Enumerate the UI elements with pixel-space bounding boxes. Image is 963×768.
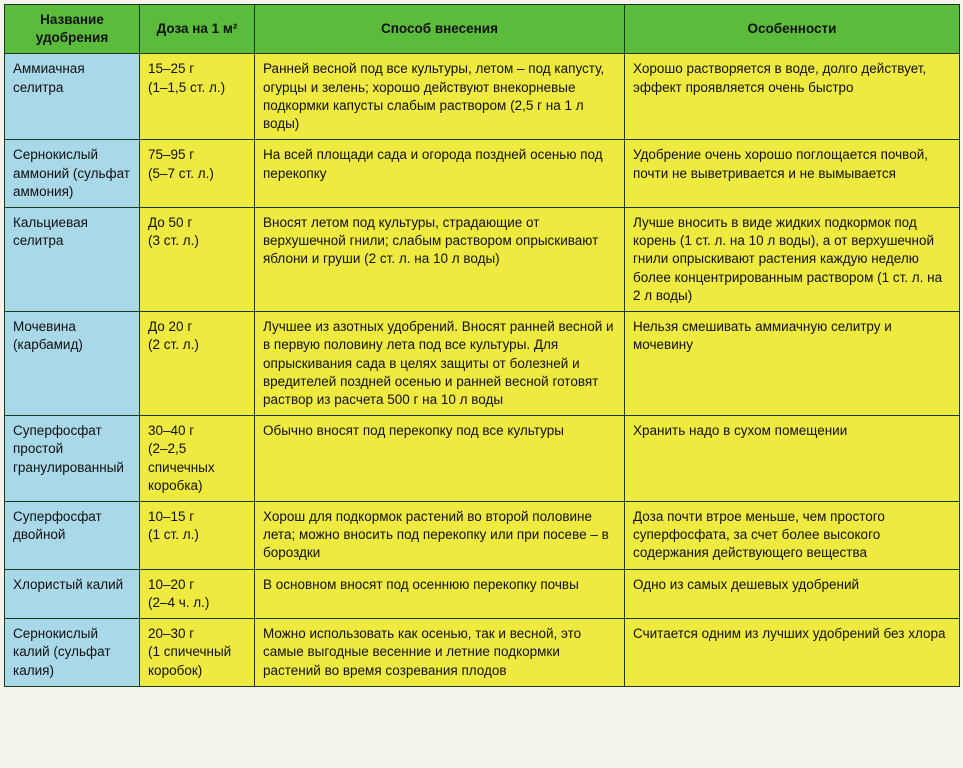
notes-cell: Хорошо растворяется в воде, долго действ… [625,54,960,140]
fertilizer-table: Название удобрения Доза на 1 м² Способ в… [4,4,960,687]
dose-cell: 15–25 г (1–1,5 ст. л.) [140,54,255,140]
table-row: Сернокислый калий (сульфат калия)20–30 г… [5,619,960,687]
table-row: Мочевина (карбамид)До 20 г (2 ст. л.)Луч… [5,312,960,416]
table-body: Аммиачная селитра15–25 г (1–1,5 ст. л.)Р… [5,54,960,686]
fertilizer-name: Аммиачная селитра [5,54,140,140]
fertilizer-name: Кальциевая селитра [5,207,140,311]
fertilizer-name: Мочевина (карбамид) [5,312,140,416]
table-row: Хлористый калий10–20 г (2–4 ч. л.)В осно… [5,569,960,618]
header-row: Название удобрения Доза на 1 м² Способ в… [5,5,960,54]
notes-cell: Лучше вносить в виде жидких подкормок по… [625,207,960,311]
method-cell: Можно использовать как осенью, так и вес… [255,619,625,687]
col-header-name: Название удобрения [5,5,140,54]
table-row: Суперфосфат простой гранулированный30–40… [5,416,960,502]
fertilizer-name: Суперфосфат двойной [5,502,140,570]
dose-cell: 20–30 г (1 спичечный коробок) [140,619,255,687]
table-row: Аммиачная селитра15–25 г (1–1,5 ст. л.)Р… [5,54,960,140]
notes-cell: Хранить надо в сухом помещении [625,416,960,502]
col-header-method: Способ внесения [255,5,625,54]
notes-cell: Нельзя смешивать аммиачную селитру и моч… [625,312,960,416]
dose-cell: До 50 г (3 ст. л.) [140,207,255,311]
method-cell: Вносят летом под культуры, страдающие от… [255,207,625,311]
col-header-notes: Особенности [625,5,960,54]
method-cell: Лучшее из азотных удобрений. Вносят ранн… [255,312,625,416]
method-cell: Хорош для подкормок растений во второй п… [255,502,625,570]
dose-cell: 75–95 г (5–7 ст. л.) [140,140,255,208]
dose-cell: 30–40 г (2–2,5 спичечных коробка) [140,416,255,502]
table-row: Кальциевая селитраДо 50 г (3 ст. л.)Внос… [5,207,960,311]
fertilizer-name: Сернокислый аммоний (сульфат аммония) [5,140,140,208]
fertilizer-name: Сернокислый калий (сульфат калия) [5,619,140,687]
dose-cell: 10–15 г (1 ст. л.) [140,502,255,570]
method-cell: В основном вносят под осеннюю перекопку … [255,569,625,618]
method-cell: На всей площади сада и огорода поздней о… [255,140,625,208]
notes-cell: Считается одним из лучших удобрений без … [625,619,960,687]
fertilizer-name: Хлористый калий [5,569,140,618]
dose-cell: До 20 г (2 ст. л.) [140,312,255,416]
method-cell: Ранней весной под все культуры, летом – … [255,54,625,140]
fertilizer-name: Суперфосфат простой гранулированный [5,416,140,502]
notes-cell: Доза почти втрое меньше, чем простого су… [625,502,960,570]
table-row: Суперфосфат двойной10–15 г (1 ст. л.)Хор… [5,502,960,570]
dose-cell: 10–20 г (2–4 ч. л.) [140,569,255,618]
table-row: Сернокислый аммоний (сульфат аммония)75–… [5,140,960,208]
notes-cell: Удобрение очень хорошо поглощается почво… [625,140,960,208]
col-header-dose: Доза на 1 м² [140,5,255,54]
method-cell: Обычно вносят под перекопку под все куль… [255,416,625,502]
notes-cell: Одно из самых дешевых удобрений [625,569,960,618]
